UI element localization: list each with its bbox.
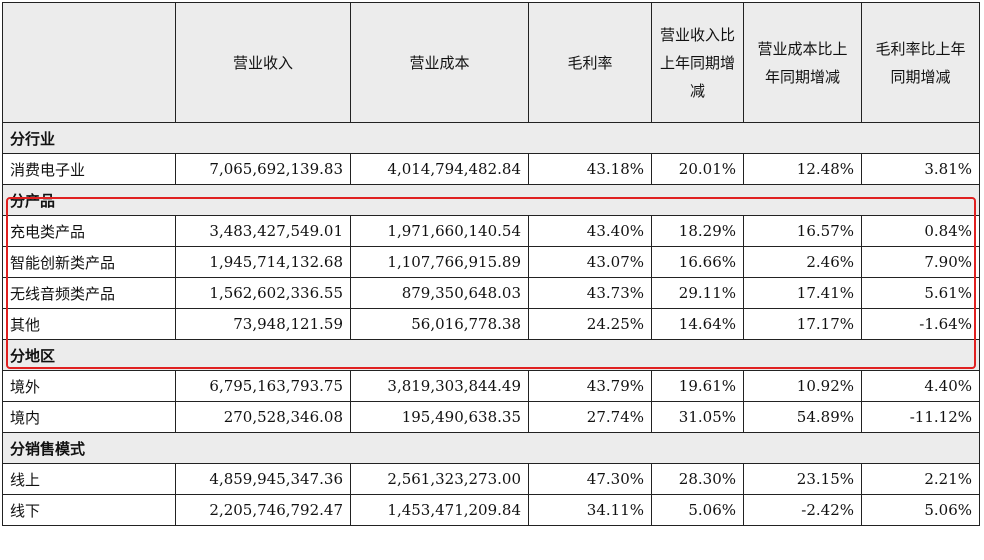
cell-revenue-yoy: 29.11% <box>651 277 744 309</box>
table-row: 线上 4,859,945,347.36 2,561,323,273.00 47.30%… <box>2 463 980 495</box>
cell-revenue-yoy: 5.06% <box>651 494 744 526</box>
section-row: 分地区 <box>2 339 980 371</box>
cell-revenue-yoy: 31.05% <box>651 401 744 433</box>
cell-margin: 43.07% <box>528 246 652 278</box>
cell-cost-yoy: 2.46% <box>743 246 862 278</box>
cell-margin: 27.74% <box>528 401 652 433</box>
table-row: 消费电子业 7,065,692,139.83 4,014,794,482.84 43.… <box>2 153 980 185</box>
cell-revenue-yoy: 14.64% <box>651 308 744 340</box>
section-title: 分行业 <box>2 122 980 154</box>
cell-cost: 879,350,648.03 <box>350 277 529 309</box>
cell-margin: 34.11% <box>528 494 652 526</box>
cell-margin: 47.30% <box>528 463 652 495</box>
row-label: 境内 <box>2 401 176 433</box>
financial-table: 营业收入 营业成本 毛利率 营业收入比上年同期增减 营业成本比上年同期增减 毛利… <box>2 2 980 526</box>
cell-revenue: 3,483,427,549.01 <box>175 215 351 247</box>
cell-revenue: 6,795,163,793.75 <box>175 370 351 402</box>
row-label: 境外 <box>2 370 176 402</box>
cell-margin-yoy: 3.81% <box>861 153 980 185</box>
section-row: 分产品 <box>2 184 980 216</box>
cell-margin-yoy: 7.90% <box>861 246 980 278</box>
section-row: 分销售模式 <box>2 432 980 464</box>
row-label: 充电类产品 <box>2 215 176 247</box>
cell-cost-yoy: 23.15% <box>743 463 862 495</box>
cell-revenue-yoy: 20.01% <box>651 153 744 185</box>
cell-margin-yoy: -1.64% <box>861 308 980 340</box>
cell-margin: 24.25% <box>528 308 652 340</box>
section-title: 分销售模式 <box>2 432 980 464</box>
row-label: 线下 <box>2 494 176 526</box>
cell-margin-yoy: 2.21% <box>861 463 980 495</box>
row-label: 智能创新类产品 <box>2 246 176 278</box>
cell-revenue-yoy: 18.29% <box>651 215 744 247</box>
cell-margin: 43.18% <box>528 153 652 185</box>
cell-revenue-yoy: 28.30% <box>651 463 744 495</box>
header-cost: 营业成本 <box>350 2 529 123</box>
cell-margin-yoy: -11.12% <box>861 401 980 433</box>
row-label: 消费电子业 <box>2 153 176 185</box>
cell-cost: 4,014,794,482.84 <box>350 153 529 185</box>
cell-margin-yoy: 0.84% <box>861 215 980 247</box>
cell-cost: 1,453,471,209.84 <box>350 494 529 526</box>
section-title: 分地区 <box>2 339 980 371</box>
cell-cost: 195,490,638.35 <box>350 401 529 433</box>
cell-margin: 43.73% <box>528 277 652 309</box>
cell-cost: 1,971,660,140.54 <box>350 215 529 247</box>
header-cost-yoy: 营业成本比上年同期增减 <box>743 2 862 123</box>
cell-margin-yoy: 5.06% <box>861 494 980 526</box>
header-blank <box>2 2 176 123</box>
section-title: 分产品 <box>2 184 980 216</box>
cell-cost-yoy: -2.42% <box>743 494 862 526</box>
cell-revenue: 2,205,746,792.47 <box>175 494 351 526</box>
cell-cost-yoy: 54.89% <box>743 401 862 433</box>
cell-revenue: 1,945,714,132.68 <box>175 246 351 278</box>
table-row: 线下 2,205,746,792.47 1,453,471,209.84 34.11%… <box>2 494 980 526</box>
table-row: 充电类产品 3,483,427,549.01 1,971,660,140.54 43.… <box>2 215 980 247</box>
table-row: 无线音频类产品 1,562,602,336.55 879,350,648.03 43.… <box>2 277 980 309</box>
table-header-row: 营业收入 营业成本 毛利率 营业收入比上年同期增减 营业成本比上年同期增减 毛利… <box>2 2 980 123</box>
table-row: 智能创新类产品 1,945,714,132.68 1,107,766,915.89 4… <box>2 246 980 278</box>
header-margin-yoy: 毛利率比上年同期增减 <box>861 2 980 123</box>
cell-margin-yoy: 4.40% <box>861 370 980 402</box>
cell-cost: 1,107,766,915.89 <box>350 246 529 278</box>
cell-margin: 43.40% <box>528 215 652 247</box>
cell-cost-yoy: 17.17% <box>743 308 862 340</box>
cell-revenue: 4,859,945,347.36 <box>175 463 351 495</box>
header-revenue: 营业收入 <box>175 2 351 123</box>
table-row: 境外 6,795,163,793.75 3,819,303,844.49 43.79%… <box>2 370 980 402</box>
table-body: 分行业 消费电子业 7,065,692,139.83 4,014,794,482.84… <box>2 122 980 526</box>
cell-revenue: 1,562,602,336.55 <box>175 277 351 309</box>
cell-revenue: 73,948,121.59 <box>175 308 351 340</box>
cell-cost-yoy: 10.92% <box>743 370 862 402</box>
cell-cost-yoy: 16.57% <box>743 215 862 247</box>
section-row: 分行业 <box>2 122 980 154</box>
cell-cost-yoy: 12.48% <box>743 153 862 185</box>
cell-revenue-yoy: 16.66% <box>651 246 744 278</box>
cell-margin: 43.79% <box>528 370 652 402</box>
cell-revenue: 270,528,346.08 <box>175 401 351 433</box>
cell-cost-yoy: 17.41% <box>743 277 862 309</box>
cell-cost: 56,016,778.38 <box>350 308 529 340</box>
cell-margin-yoy: 5.61% <box>861 277 980 309</box>
cell-revenue: 7,065,692,139.83 <box>175 153 351 185</box>
table-wrapper: 营业收入 营业成本 毛利率 营业收入比上年同期增减 营业成本比上年同期增减 毛利… <box>2 2 980 526</box>
cell-cost: 2,561,323,273.00 <box>350 463 529 495</box>
row-label: 无线音频类产品 <box>2 277 176 309</box>
header-gross-margin: 毛利率 <box>528 2 652 123</box>
header-revenue-yoy: 营业收入比上年同期增减 <box>651 2 744 123</box>
row-label: 线上 <box>2 463 176 495</box>
row-label: 其他 <box>2 308 176 340</box>
table-row: 其他 73,948,121.59 56,016,778.38 24.25% 14.64%… <box>2 308 980 340</box>
cell-cost: 3,819,303,844.49 <box>350 370 529 402</box>
table-row: 境内 270,528,346.08 195,490,638.35 27.74% 31.0… <box>2 401 980 433</box>
cell-revenue-yoy: 19.61% <box>651 370 744 402</box>
